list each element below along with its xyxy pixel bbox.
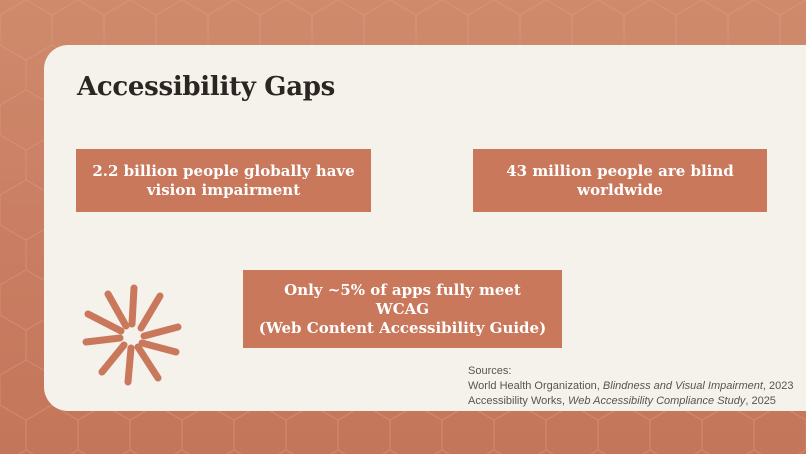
source-title: Blindness and Visual Impairment xyxy=(602,380,763,392)
stat-box-vision-impairment: 2.2 billion people globally have vision … xyxy=(76,149,371,212)
stat-text-line: Only ~5% of apps fully meet xyxy=(284,280,521,299)
starburst-icon xyxy=(82,284,182,386)
stat-text-line: worldwide xyxy=(577,180,663,199)
source-citation: Accessibility Works, Web Accessibility C… xyxy=(468,394,794,409)
stat-box-blind: 43 million people are blind worldwide xyxy=(473,149,767,212)
sources-block: Sources: World Health Organization, Blin… xyxy=(468,364,794,409)
stat-text-line: (Web Content Accessibility Guide) xyxy=(258,318,547,337)
source-title: Web Accessibility Compliance Study xyxy=(568,395,746,407)
stat-text-line: 43 million people are blind xyxy=(506,161,734,180)
stat-text-line: 2.2 billion people globally have xyxy=(92,161,355,180)
stat-text-line: vision impairment xyxy=(146,180,301,199)
source-org: World Health Organization, xyxy=(468,380,603,392)
stat-box-wcag: Only ~5% of apps fully meet WCAG (Web Co… xyxy=(243,270,562,348)
slide-title: Accessibility Gaps xyxy=(77,72,335,102)
source-citation: World Health Organization, Blindness and… xyxy=(468,379,794,394)
source-year: , 2023 xyxy=(762,380,794,392)
stat-text-line: WCAG xyxy=(375,299,430,318)
sources-heading: Sources: xyxy=(468,365,512,377)
source-org: Accessibility Works, xyxy=(468,395,569,407)
source-year: , 2025 xyxy=(745,395,776,407)
